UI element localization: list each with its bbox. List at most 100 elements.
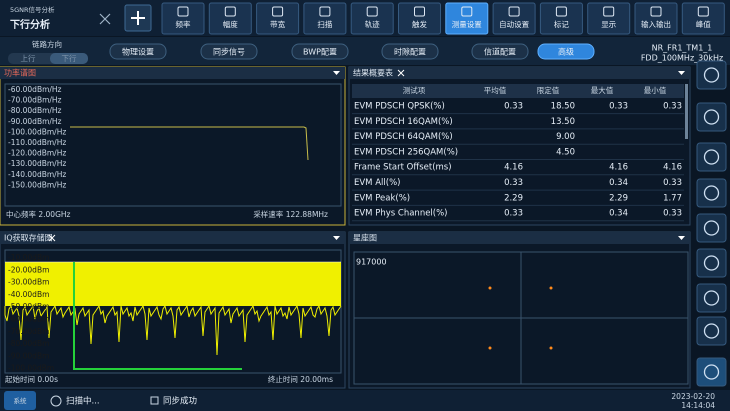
cell-label: EVM PDSCH 64QAM(%) [354, 132, 453, 142]
cell-value: 18.50 [551, 102, 575, 112]
time: 14:14:04 [681, 401, 715, 410]
toolbar-icon [508, 6, 520, 17]
toolbar-button[interactable] [350, 2, 394, 35]
sidebar-button[interactable] [696, 60, 727, 90]
sub-button-label: 同步信号 [213, 47, 245, 57]
column-header: 平均值 [484, 85, 507, 95]
toolbar-label: 轨迹 [365, 19, 380, 29]
y-tick-label: -40.00dBm [8, 290, 49, 299]
cell-label: EVM PDSCH QPSK(%) [354, 102, 445, 112]
plot-area [4, 83, 342, 207]
tab-close[interactable] [397, 69, 405, 77]
toolbar-label: 频率 [176, 19, 191, 29]
link-label: 链路方向 [32, 39, 62, 49]
toolbar-icon [414, 6, 425, 17]
tab-close[interactable] [48, 234, 56, 242]
sidebar-button[interactable] [696, 102, 727, 132]
sub-button[interactable] [291, 43, 349, 60]
cell-value: 0.33 [504, 178, 523, 188]
cell-value: 4.50 [556, 147, 575, 157]
panel-title: 星座图 [353, 233, 377, 243]
toolbar-icon [461, 6, 473, 17]
toolbar-button[interactable] [634, 2, 678, 35]
sync-status: 同步成功 [163, 396, 197, 407]
sidebar-button[interactable] [696, 283, 727, 313]
y-tick-label: -100.00dBm [8, 364, 54, 373]
sub-button-label: 物理设置 [122, 47, 154, 57]
constellation-label: 917000 [356, 258, 387, 267]
sidebar-icon [703, 109, 720, 125]
toolbar-button[interactable] [303, 2, 347, 35]
sidebar-button[interactable] [696, 248, 727, 278]
panel [0, 66, 346, 226]
close-icon[interactable] [99, 13, 111, 25]
panel-menu[interactable] [678, 71, 685, 75]
sidebar-icon [703, 290, 720, 306]
toolbar-label: 幅度 [223, 19, 238, 29]
toolbar-button[interactable] [256, 2, 300, 35]
toolbar-button[interactable] [208, 2, 252, 35]
scan-status: 扫描中... [66, 396, 100, 407]
config-text: FDD_100MHz_30kHz [641, 54, 723, 63]
sidebar-button[interactable] [696, 142, 727, 172]
toolbar-button[interactable] [161, 2, 205, 35]
sidebar-button[interactable] [696, 213, 727, 243]
iq-trace-spikes [4, 304, 342, 356]
y-tick-label: -70.00dBm/Hz [8, 96, 62, 105]
sub-button[interactable] [537, 43, 595, 60]
table-header [352, 84, 684, 98]
sub-button[interactable] [471, 43, 529, 60]
cell-label: Frame Start Offset(ms) [354, 163, 452, 173]
constellation-point [488, 286, 492, 290]
sub-button-label: 时隙配置 [394, 47, 426, 57]
cell-value: 2.29 [609, 193, 628, 203]
toolbar-label: 触发 [412, 19, 427, 29]
cell-value: 0.34 [609, 178, 628, 188]
toolbar-label: 显示 [601, 20, 616, 29]
scrollbar [685, 84, 688, 139]
panel-menu[interactable] [678, 236, 685, 240]
sidebar-button[interactable] [696, 178, 727, 208]
toolbar-icon [603, 6, 615, 17]
y-tick-label: -90.00dBm [8, 351, 49, 360]
constellation-point [488, 346, 492, 350]
cell-value: 0.33 [663, 102, 682, 112]
toolbar-button[interactable] [539, 2, 583, 35]
y-tick-label: -140.00dBm/Hz [8, 170, 66, 179]
sidebar-icon [703, 364, 720, 380]
panel-title: 结果概要表 [353, 68, 393, 78]
end-time: 终止时间 20.00ms [268, 374, 333, 384]
sub-button[interactable] [381, 43, 439, 60]
toolbar-icon [272, 6, 284, 17]
cell-label: EVM Peak(%) [354, 193, 410, 203]
sidebar-button[interactable] [696, 316, 727, 346]
system-button[interactable] [4, 391, 36, 410]
sub-button-label: BWP配置 [303, 48, 337, 57]
date: 2023-02-20 [671, 392, 715, 401]
toolbar-button[interactable] [681, 2, 725, 35]
y-tick-label: -120.00dBm/Hz [8, 149, 66, 158]
sub-button-label: 高级 [558, 47, 574, 57]
panel-menu[interactable] [333, 236, 340, 240]
cell-value: 0.33 [663, 209, 682, 219]
cell-value: 0.33 [504, 209, 523, 219]
sidebar-button[interactable] [696, 357, 727, 387]
y-tick-label: -70.00dBm [8, 327, 49, 336]
toolbar-button[interactable] [492, 2, 536, 35]
cell-value: 2.29 [504, 193, 523, 203]
toolbar-button[interactable] [398, 2, 441, 35]
system-label: 系统 [14, 396, 28, 405]
cell-value: 0.33 [504, 102, 523, 112]
sub-button[interactable] [109, 43, 167, 60]
panel-menu[interactable] [333, 71, 340, 75]
toolbar-icon [366, 6, 378, 17]
link-option: 上行 [21, 53, 36, 63]
panel [0, 231, 346, 389]
cell-value: 0.33 [609, 102, 628, 112]
y-tick-label: -80.00dBm/Hz [8, 106, 62, 115]
add-icon [131, 11, 145, 25]
sidebar-icon [703, 185, 720, 201]
sub-button[interactable] [200, 43, 258, 60]
toolbar-button[interactable] [445, 2, 489, 35]
toolbar-button[interactable] [587, 2, 631, 35]
